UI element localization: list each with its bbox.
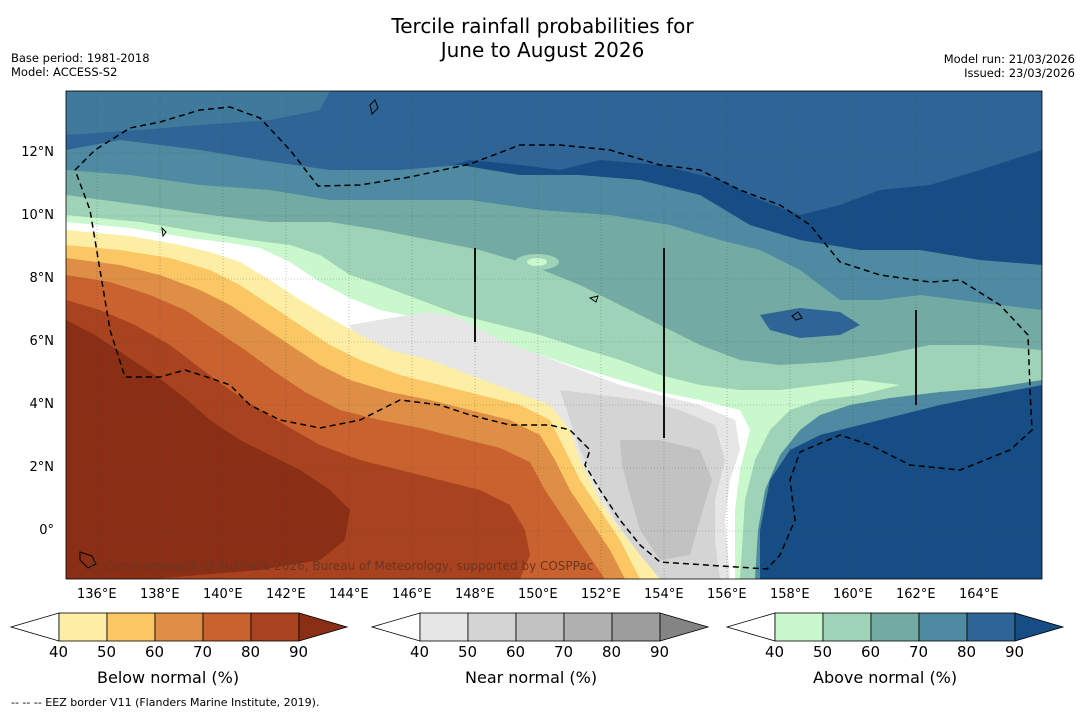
cbar-near-bin-4: [563, 612, 613, 642]
lon-label: 164°E: [959, 587, 999, 602]
cbar-near-bin-2: [467, 612, 517, 642]
cbar-below-tick: 40: [49, 643, 69, 661]
cbar-below-bin-4: [202, 612, 252, 642]
above-70-patch: [66, 91, 330, 135]
map-area: [66, 91, 1042, 579]
lon-label: 160°E: [833, 587, 873, 602]
cbar-near-high-arrow: [659, 612, 710, 642]
map-title: Tercile rainfall probabilities for June …: [0, 14, 1085, 62]
lon-label: 150°E: [518, 587, 558, 602]
cbar-below-high-arrow: [298, 612, 349, 642]
cbar-below-bin-2: [106, 612, 156, 642]
cbar-below-bin-5: [250, 612, 300, 642]
lat-label: 2°N: [29, 460, 55, 475]
cbar-below-tick: 60: [145, 643, 165, 661]
small-patch-inner: [527, 258, 547, 266]
cbar-near-tick: 90: [650, 643, 670, 661]
solid-lines: [474, 248, 917, 438]
meta-right: Model run: 21/03/2026 Issued: 23/03/2026: [944, 52, 1075, 80]
colorbar-below: [9, 612, 349, 642]
lon-label: 146°E: [392, 587, 432, 602]
lon-label: 136°E: [77, 587, 117, 602]
lon-label: 154°E: [644, 587, 684, 602]
cbar-above-tick: 40: [765, 643, 785, 661]
colorbar-above: [725, 612, 1065, 642]
title-line-2: June to August 2026: [440, 38, 645, 62]
lat-label: 10°N: [21, 208, 54, 223]
lon-label: 140°E: [203, 587, 243, 602]
cbar-below-tick: 70: [193, 643, 213, 661]
cbar-above-tick: 50: [813, 643, 833, 661]
lon-label: 144°E: [329, 587, 369, 602]
cbar-near-bin-5: [611, 612, 661, 642]
cbar-below-label: Below normal (%): [97, 668, 240, 687]
lon-label: 152°E: [581, 587, 621, 602]
lon-label: 142°E: [266, 587, 306, 602]
cbar-near-tick: 70: [554, 643, 574, 661]
coastlines: [79, 99, 803, 569]
cbar-below-tick: 90: [289, 643, 309, 661]
cbar-near-low-arrow: [370, 612, 421, 642]
cbar-above-tick: 90: [1005, 643, 1025, 661]
lat-label: 12°N: [21, 145, 54, 160]
copyright-text: © Commonwealth of Australia 2026, Bureau…: [88, 559, 594, 573]
base-period-text: Base period: 1981-2018: [11, 51, 150, 65]
near-60-region: [620, 440, 712, 560]
lat-label: 0°: [39, 523, 54, 538]
cbar-near-bin-3: [515, 612, 565, 642]
lon-label: 138°E: [140, 587, 180, 602]
cbar-above-bin-2: [822, 612, 872, 642]
cbar-above-bin-5: [966, 612, 1016, 642]
title-line-1: Tercile rainfall probabilities for: [391, 14, 694, 38]
issued-text: Issued: 23/03/2026: [964, 66, 1075, 80]
lat-label: 6°N: [29, 334, 55, 349]
grid-lines: [66, 91, 1042, 579]
lon-label: 156°E: [707, 587, 747, 602]
cbar-below-tick: 80: [241, 643, 261, 661]
footnote: -- -- -- EEZ border V11 (Flanders Marine…: [11, 696, 320, 709]
cbar-near-tick: 80: [602, 643, 622, 661]
model-text: Model: ACCESS-S2: [11, 65, 118, 79]
cbar-below-low-arrow: [9, 612, 60, 642]
model-run-text: Model run: 21/03/2026: [943, 52, 1075, 66]
cbar-above-label: Above normal (%): [813, 668, 958, 687]
meta-left: Base period: 1981-2018 Model: ACCESS-S2: [11, 51, 150, 79]
lon-label: 158°E: [770, 587, 810, 602]
above-80-region: [66, 91, 1042, 215]
cbar-near-tick: 40: [410, 643, 430, 661]
cbar-near-bin-1: [419, 612, 469, 642]
cbar-below-bin-1: [58, 612, 108, 642]
small-blue-patch: [760, 308, 860, 338]
small-deep-patch: [903, 195, 947, 215]
lon-label: 162°E: [896, 587, 936, 602]
cbar-above-tick: 70: [909, 643, 929, 661]
lat-label: 8°N: [29, 271, 55, 286]
colorbar-near: [370, 612, 710, 642]
eez-border: [74, 106, 1033, 570]
lon-label: 148°E: [455, 587, 495, 602]
cbar-above-low-arrow: [725, 612, 776, 642]
lat-label: 4°N: [29, 397, 55, 412]
map-frame: [65, 90, 1043, 580]
cbar-near-tick: 50: [458, 643, 478, 661]
cbar-above-tick: 60: [861, 643, 881, 661]
below-90-region: [66, 320, 350, 579]
cbar-above-bin-4: [918, 612, 968, 642]
cbar-below-bin-3: [154, 612, 204, 642]
cbar-near-tick: 60: [506, 643, 526, 661]
cbar-above-bin-1: [774, 612, 824, 642]
cbar-above-bin-3: [870, 612, 920, 642]
cbar-above-high-arrow: [1014, 612, 1065, 642]
cbar-above-tick: 80: [957, 643, 977, 661]
cbar-near-label: Near normal (%): [465, 668, 598, 687]
cbar-below-tick: 50: [97, 643, 117, 661]
